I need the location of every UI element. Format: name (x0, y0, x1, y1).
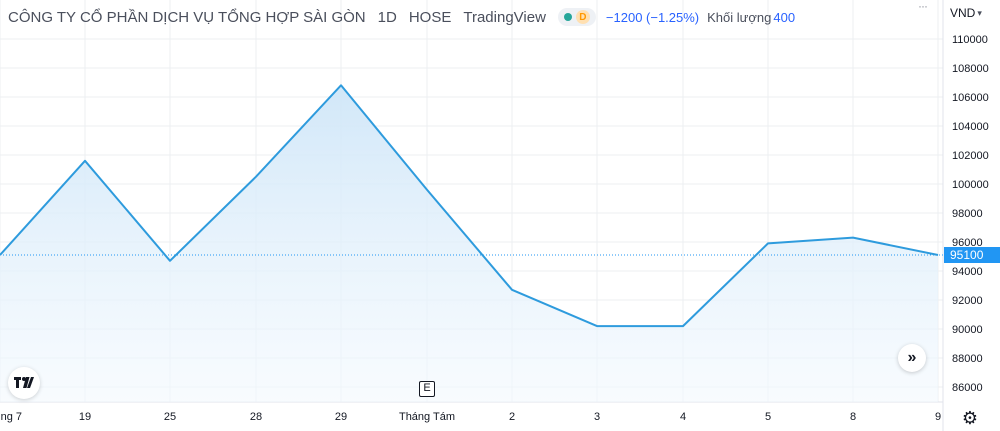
earnings-marker-icon[interactable]: E (419, 381, 435, 397)
time-axis-labels: ng 7 19 25 28 29 Tháng Tám 2 3 4 5 8 9 (1, 411, 941, 423)
chevron-down-icon: ▾ (977, 7, 982, 18)
more-options-icon[interactable]: ··· (918, 0, 928, 13)
chart-header: CÔNG TY CỔ PHẦN DỊCH VỤ TỔNG HỢP SÀI GÒN… (8, 6, 795, 28)
price-change: −1200 (−1.25%) (605, 9, 700, 25)
x-tick-label: 9 (935, 411, 941, 423)
settings-gear-icon[interactable]: ⚙ (961, 408, 979, 428)
y-tick-label: 94000 (952, 266, 983, 278)
last-price-label: 95100 (944, 247, 1000, 263)
currency-label: VND (950, 6, 976, 20)
x-tick-label: 19 (79, 411, 91, 423)
price-line (0, 84, 939, 328)
tv-logo-glyph (14, 377, 34, 388)
company-name[interactable]: CÔNG TY CỔ PHẦN DỊCH VỤ TỔNG HỢP SÀI GÒN (8, 8, 366, 26)
x-tick-label: ng 7 (1, 411, 22, 423)
y-tick-label: 104000 (952, 121, 989, 133)
interval-label[interactable]: 1D (377, 8, 397, 26)
market-status-badge[interactable]: D (557, 8, 596, 26)
volume-label: Khối lượng (707, 9, 772, 25)
delayed-data-icon: D (575, 10, 590, 24)
y-tick-label: 96000 (952, 237, 983, 249)
market-open-dot-icon (563, 13, 572, 21)
exchange-label: HOSE (408, 8, 452, 26)
price-area-fill (0, 85, 938, 403)
y-tick-label: 98000 (952, 208, 983, 220)
x-tick-label: 8 (850, 411, 856, 423)
y-tick-label: 86000 (952, 382, 983, 394)
y-tick-label: 100000 (952, 179, 989, 191)
x-tick-label: 28 (250, 411, 262, 423)
price-axis-labels: 110000 108000 106000 104000 102000 100000 9800… (952, 34, 989, 394)
source-label: TradingView (463, 8, 546, 26)
volume-value: 400 (773, 9, 796, 25)
y-tick-label: 106000 (952, 92, 989, 104)
scroll-to-realtime-button[interactable]: » (898, 344, 926, 372)
y-tick-label: 102000 (952, 150, 989, 162)
tradingview-logo-icon[interactable] (8, 367, 40, 399)
y-tick-label: 90000 (952, 324, 983, 336)
x-tick-label: 25 (164, 411, 176, 423)
y-tick-label: 108000 (952, 63, 989, 75)
x-tick-label: 3 (594, 411, 600, 423)
x-tick-label: 4 (680, 411, 686, 423)
y-tick-label: 92000 (952, 295, 983, 307)
x-tick-label: Tháng Tám (399, 411, 455, 423)
x-tick-label: 5 (765, 411, 771, 423)
y-tick-label: 110000 (952, 34, 988, 46)
currency-selector[interactable]: VND ▾ (950, 6, 982, 20)
y-tick-label: 88000 (952, 353, 983, 365)
x-tick-label: 2 (509, 411, 515, 423)
x-tick-label: 29 (335, 411, 347, 423)
